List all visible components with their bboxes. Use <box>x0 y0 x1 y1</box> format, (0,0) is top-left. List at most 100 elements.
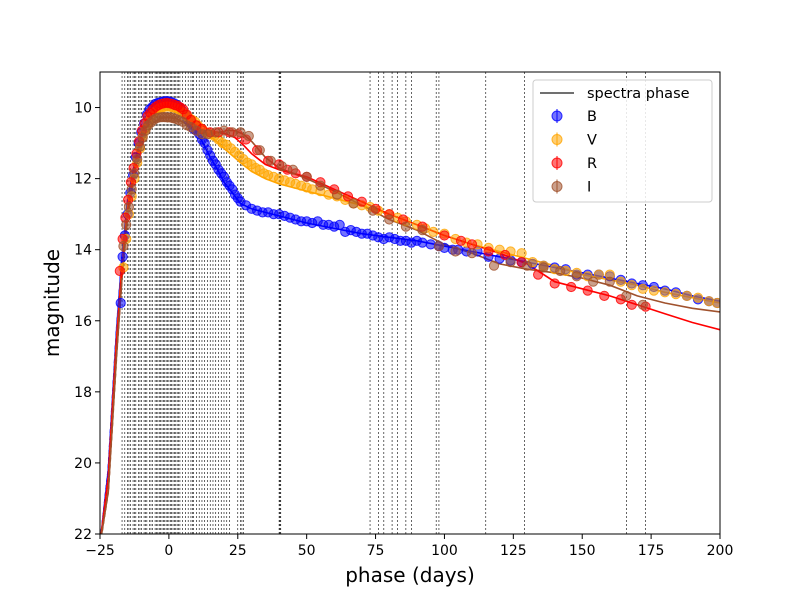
point-I-43 <box>417 225 428 236</box>
point-I-50 <box>538 262 549 273</box>
x-axis-ticks: −25 0 25 50 75 100 125 150 175 200 <box>85 534 733 559</box>
point-R-54 <box>549 278 560 289</box>
point-R-41 <box>342 191 354 202</box>
point-I-2 <box>123 201 134 213</box>
point-R-57 <box>599 290 610 301</box>
legend-label-R: R <box>587 156 597 172</box>
y-axis-ticks: 10 12 14 16 18 20 22 <box>74 101 100 543</box>
point-I-1 <box>121 219 132 230</box>
point-I-34 <box>276 161 287 172</box>
point-I-55 <box>621 290 632 301</box>
point-I-38 <box>331 189 343 200</box>
point-I-35 <box>287 164 298 175</box>
photometry-points <box>114 96 720 312</box>
point-I-52 <box>571 271 582 282</box>
legend-frame <box>532 79 713 203</box>
point-I-5 <box>132 154 143 165</box>
point-V-87 <box>659 287 671 298</box>
point-I-36 <box>301 171 312 182</box>
point-I-48 <box>505 257 516 268</box>
point-I-3 <box>126 184 137 195</box>
y-tick-label-2: 14 <box>74 243 92 259</box>
point-V-85 <box>637 283 648 294</box>
point-I-44 <box>433 241 444 252</box>
x-tick-label-6: 125 <box>500 543 527 559</box>
legend-line-label: spectra phase <box>587 86 690 102</box>
point-I-47 <box>488 260 500 271</box>
point-I-28 <box>218 125 230 136</box>
plot-area <box>100 72 720 534</box>
point-I-56 <box>637 299 648 310</box>
x-tick-label-0: −25 <box>85 543 115 559</box>
point-I-39 <box>348 198 359 209</box>
x-tick-label-9: 200 <box>707 543 734 559</box>
y-axis-label: magnitude <box>40 249 64 357</box>
point-B-0 <box>115 297 126 309</box>
legend-label-V: V <box>587 133 597 149</box>
x-tick-label-5: 100 <box>431 543 458 559</box>
point-I-33 <box>265 155 276 166</box>
point-I-37 <box>315 180 326 191</box>
point-R-48 <box>455 235 467 246</box>
x-tick-label-7: 150 <box>569 543 596 559</box>
point-V-89 <box>681 290 693 301</box>
point-V-88 <box>670 289 682 300</box>
point-V-81 <box>593 269 604 280</box>
x-tick-label-1: 0 <box>164 543 173 559</box>
point-V-84 <box>626 280 637 291</box>
point-I-0 <box>118 241 129 252</box>
y-tick-label-1: 12 <box>74 172 92 188</box>
point-B-78 <box>425 239 436 250</box>
legend-label-B: B <box>587 109 597 125</box>
point-B-62 <box>334 219 345 230</box>
point-I-27 <box>210 127 221 138</box>
point-I-46 <box>466 248 478 259</box>
point-I-32 <box>254 145 265 156</box>
y-tick-label-4: 18 <box>74 385 92 401</box>
point-R-50 <box>483 246 494 257</box>
point-I-40 <box>367 205 378 216</box>
y-tick-label-5: 20 <box>74 456 92 472</box>
legend-marker-I <box>551 181 563 192</box>
point-V-91 <box>703 296 715 307</box>
point-B-77 <box>417 237 428 248</box>
plot-frame <box>99 71 721 535</box>
point-I-53 <box>588 276 599 287</box>
point-I-30 <box>235 127 246 138</box>
point-R-47 <box>439 230 450 241</box>
point-I-45 <box>450 246 461 257</box>
point-B-1 <box>117 251 128 262</box>
point-I-4 <box>129 168 140 179</box>
point-R-53 <box>533 269 544 280</box>
point-R-59 <box>626 299 637 310</box>
legend-marker-R <box>551 157 563 169</box>
point-V-90 <box>692 292 704 303</box>
point-R-55 <box>566 281 577 293</box>
point-I-6 <box>134 141 146 152</box>
point-V-66 <box>428 226 439 237</box>
point-R-49 <box>466 239 478 250</box>
point-I-41 <box>384 214 395 225</box>
point-I-51 <box>555 265 566 277</box>
legend-label-I: I <box>587 180 591 196</box>
point-V-86 <box>648 285 660 296</box>
y-tick-label-3: 16 <box>74 314 92 330</box>
point-I-54 <box>604 276 615 287</box>
x-axis-label: phase (days) <box>345 563 475 587</box>
point-V-92 <box>712 297 720 309</box>
point-I-26 <box>202 129 213 140</box>
point-V-74 <box>516 248 527 259</box>
x-tick-label-4: 75 <box>367 543 385 559</box>
legend-marker-V <box>551 134 563 145</box>
x-tick-label-2: 25 <box>229 543 247 559</box>
point-R-0 <box>114 265 125 277</box>
y-tick-label-6: 22 <box>74 527 92 543</box>
point-I-31 <box>243 130 254 142</box>
point-I-42 <box>400 221 411 232</box>
legend-marker-B <box>551 110 563 122</box>
point-R-56 <box>582 285 593 296</box>
rise-extrapolation-I <box>100 278 123 534</box>
